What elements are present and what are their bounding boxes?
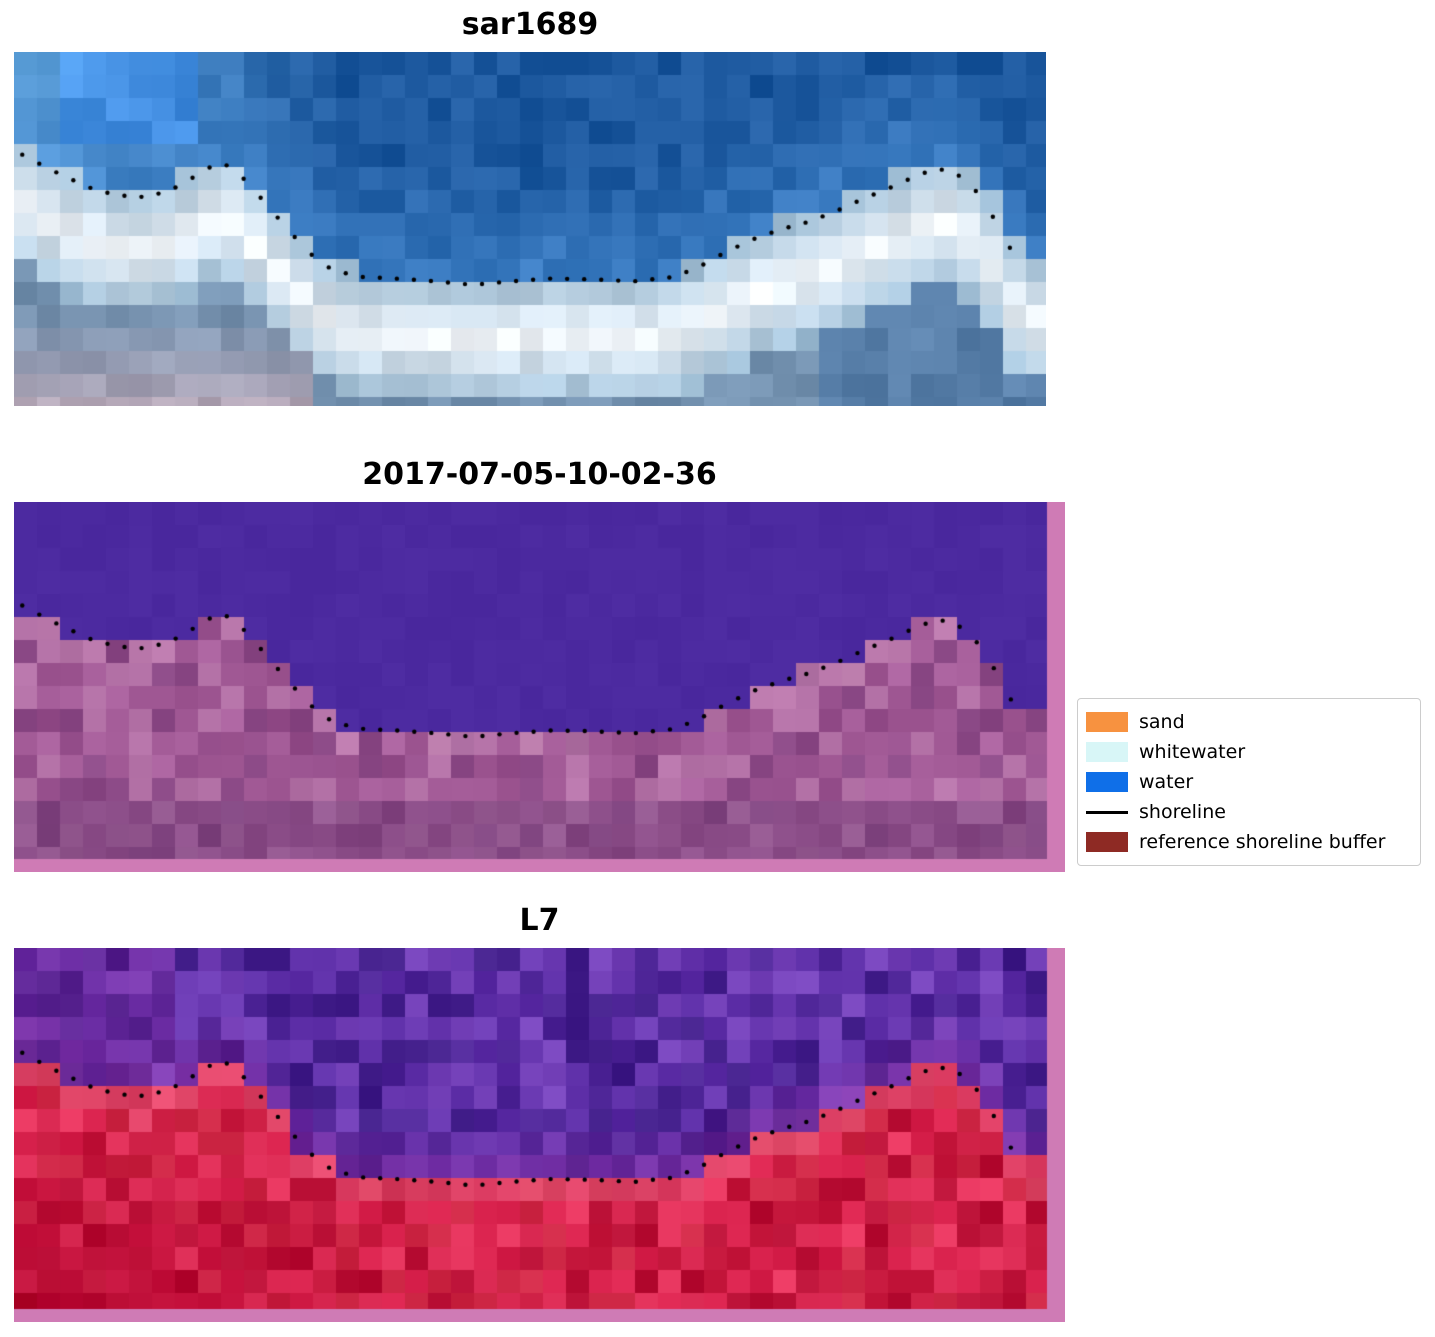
- shoreline-line-swatch: [1086, 802, 1128, 822]
- reference-shoreline-buffer-swatch-icon: [1086, 832, 1128, 852]
- sand-swatch-icon: [1086, 712, 1128, 732]
- legend-item: sand: [1086, 707, 1408, 737]
- legend-item: shoreline: [1086, 797, 1408, 827]
- water-swatch-icon: [1086, 772, 1128, 792]
- l7-image: [14, 948, 1065, 1322]
- legend-label: reference shoreline buffer: [1139, 831, 1386, 853]
- panel-title-sar: sar1689: [461, 7, 599, 42]
- legend-label: water: [1139, 771, 1194, 793]
- legend-label: whitewater: [1139, 741, 1246, 763]
- legend-item: water: [1086, 767, 1408, 797]
- whitewater-swatch-icon: [1086, 742, 1128, 762]
- legend-label: shoreline: [1139, 801, 1226, 823]
- panel-title-l7: L7: [519, 903, 560, 938]
- legend: sand whitewater water shoreline reference sh…: [1077, 698, 1421, 866]
- classified-image: [14, 502, 1065, 872]
- legend-item: whitewater: [1086, 737, 1408, 767]
- sar-image: [14, 52, 1046, 406]
- panel-title-classified-date: 2017-07-05-10-02-36: [362, 457, 717, 492]
- legend-item: reference shoreline buffer: [1086, 827, 1408, 857]
- legend-label: sand: [1139, 711, 1185, 733]
